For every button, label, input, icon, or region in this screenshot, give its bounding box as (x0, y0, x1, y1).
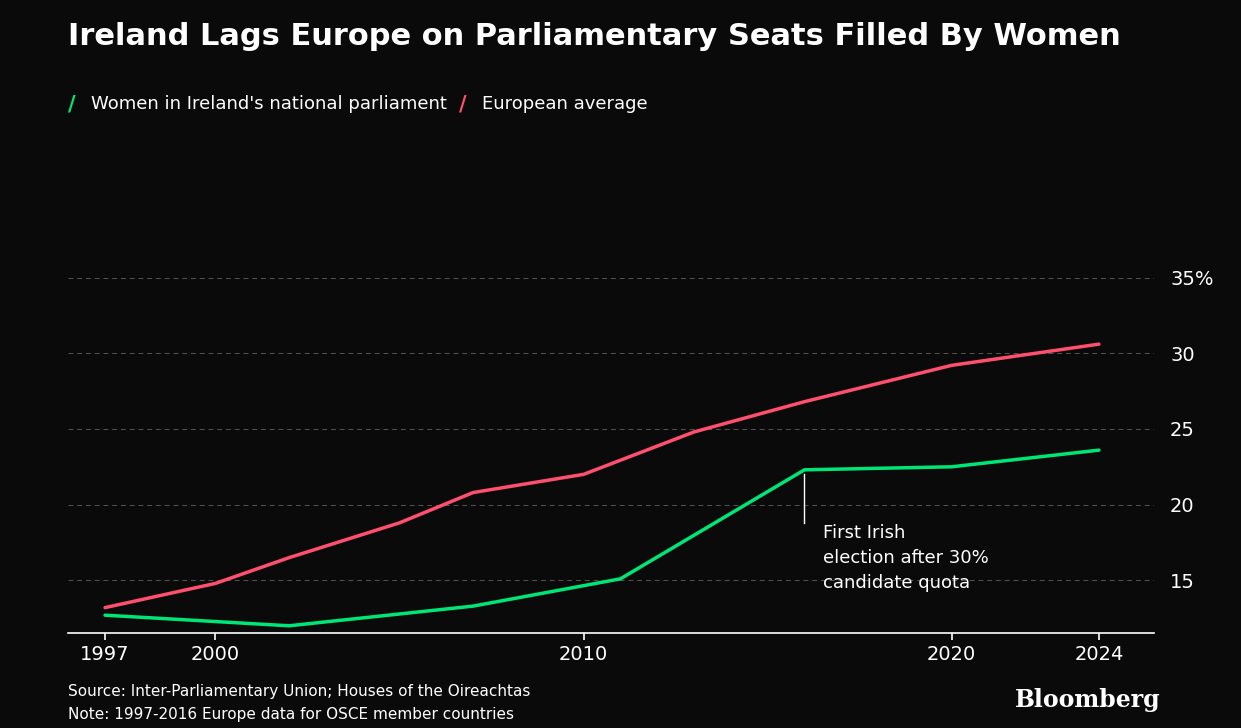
Text: European average: European average (482, 95, 647, 113)
Text: First Irish
election after 30%
candidate quota: First Irish election after 30% candidate… (823, 524, 989, 593)
Text: Source: Inter-Parliamentary Union; Houses of the Oireachtas
Note: 1997-2016 Euro: Source: Inter-Parliamentary Union; House… (68, 684, 531, 721)
Text: Ireland Lags Europe on Parliamentary Seats Filled By Women: Ireland Lags Europe on Parliamentary Sea… (68, 22, 1121, 51)
Text: Women in Ireland's national parliament: Women in Ireland's national parliament (91, 95, 447, 113)
Text: /: / (459, 95, 474, 114)
Text: /: / (68, 95, 83, 114)
Text: Bloomberg: Bloomberg (1015, 688, 1160, 712)
